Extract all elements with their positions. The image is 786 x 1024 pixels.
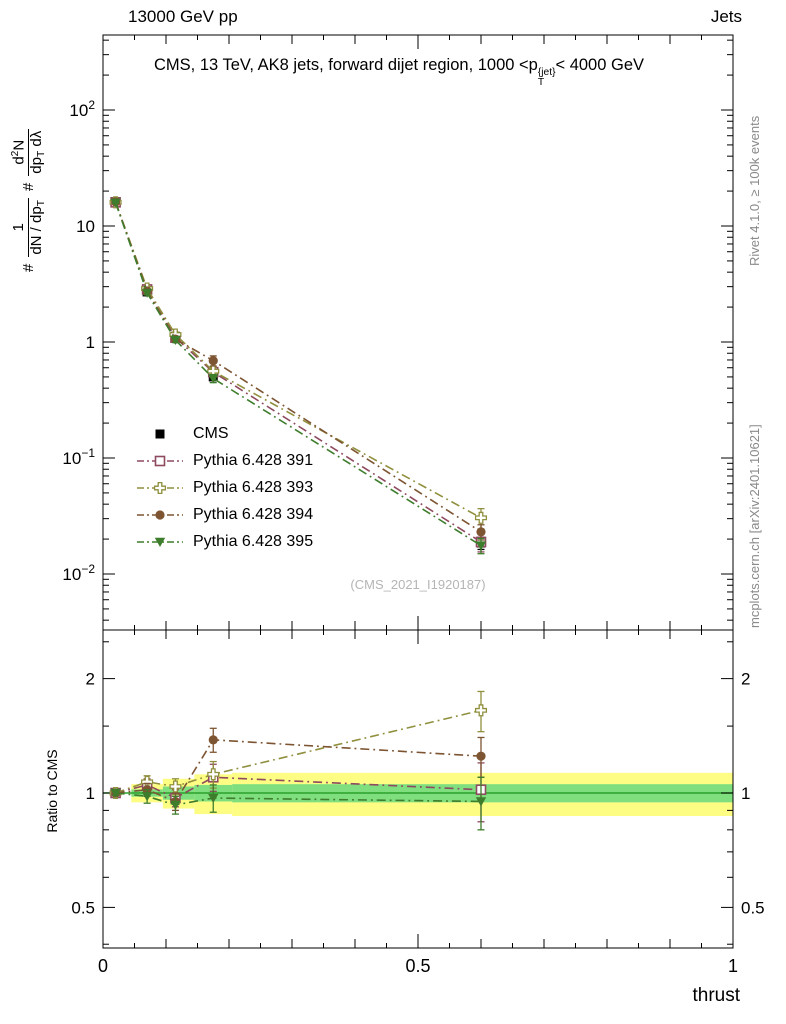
x-tick-label: 1 xyxy=(728,956,738,976)
uncertainty-bands xyxy=(103,772,733,816)
x-tick-label: 0 xyxy=(98,956,108,976)
legend: CMS Pythia 6.428 391 Pythia 6.428 393 Pythi… xyxy=(136,420,313,555)
ratio-tick-label: 1 xyxy=(86,784,95,803)
axis-tick-labels: 0 0.5 1 10−2 10−1 1 10 102 0.5 0.5 1 1 2 2 xyxy=(62,98,764,976)
legend-marker-triangle-down-filled xyxy=(137,537,183,547)
legend-item-pythia-6-428-391: Pythia 6.428 391 xyxy=(136,447,313,474)
legend-item-label: CMS xyxy=(193,424,229,442)
analysis-group-label: Jets xyxy=(710,7,742,26)
legend-marker-square-open xyxy=(137,455,183,466)
y-tick-label: 10 xyxy=(76,217,95,236)
x-axis-label: thrust xyxy=(692,985,740,1006)
ratio-axis-label: Ratio to CMS xyxy=(44,749,60,833)
y-tick-label: 102 xyxy=(69,98,95,120)
series-pythia-6-428-395 xyxy=(110,198,487,555)
ratio-tick-label: 2 xyxy=(86,670,95,689)
ratio-series-pythia-6-428-395 xyxy=(110,776,487,831)
legend-item-pythia-6-428-395: Pythia 6.428 395 xyxy=(136,528,313,555)
plot-title: CMS, 13 TeV, AK8 jets, forward dijet reg… xyxy=(153,56,645,89)
ratio-tick-label: 0.5 xyxy=(71,898,95,917)
y-tick-label: 10−2 xyxy=(62,562,95,584)
rivet-version-note: Rivet 4.1.0, ≥ 100k events xyxy=(747,115,762,266)
legend-marker-square-filled xyxy=(155,429,165,438)
ratio-tick-label: 0.5 xyxy=(741,898,765,917)
ratio-tick-label: 1 xyxy=(741,784,750,803)
legend-marker-cross-open xyxy=(137,481,183,494)
legend-item-pythia-6-428-393: Pythia 6.428 393 xyxy=(136,474,313,501)
y-tick-label: 1 xyxy=(86,333,95,352)
legend-item-label: Pythia 6.428 394 xyxy=(193,505,314,523)
legend-item-pythia-6-428-394: Pythia 6.428 394 xyxy=(136,501,313,528)
x-tick-label: 0.5 xyxy=(405,956,430,976)
axis-ticks xyxy=(102,35,734,948)
mcplots-arxiv-note: mcplots.cern.ch [arXiv:2401.10621] xyxy=(747,424,762,628)
legend-marker-circle-filled xyxy=(137,509,183,520)
legend-item-label: Pythia 6.428 391 xyxy=(193,451,314,469)
legend-item-label: Pythia 6.428 395 xyxy=(193,532,314,550)
legend-item-cms: CMS xyxy=(136,420,313,447)
beam-energy-label: 13000 GeV pp xyxy=(128,7,238,26)
analysis-id-watermark: (CMS_2021_I1920187) xyxy=(350,577,486,592)
y-axis-label: #1 dN / dpT # d2N dpT dλ xyxy=(9,128,48,272)
y-tick-label: 10−1 xyxy=(62,446,95,468)
ratio-tick-label: 2 xyxy=(741,670,750,689)
legend-item-label: Pythia 6.428 393 xyxy=(193,478,314,496)
